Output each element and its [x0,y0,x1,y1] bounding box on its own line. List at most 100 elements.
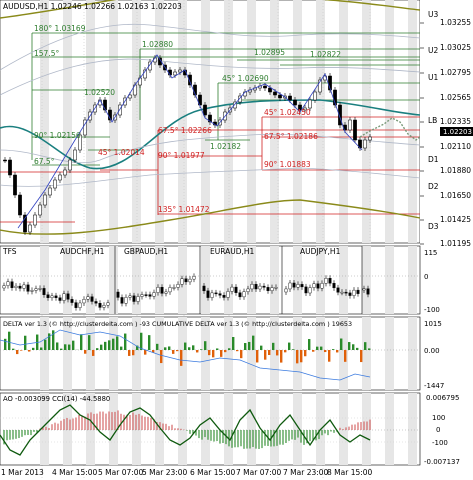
tfs-candle [54,295,58,298]
tfs-candle [324,278,328,284]
session-stripe [385,317,394,390]
candle [273,91,277,96]
delta-bar [360,350,363,363]
session-stripe [362,317,371,390]
level-label: 90° 1.01883 [264,160,311,169]
tfs-candle [246,288,250,292]
delta-bar [308,339,311,350]
delta-bar [224,350,227,353]
tfs-candle [10,281,14,288]
ao-axis-label: 0 [436,426,440,434]
tfs-symbol: GBPAUD,H1 [124,247,168,256]
tfs-candle [30,290,34,292]
session-stripe [178,393,187,465]
session-stripes [40,0,417,243]
level-label: 45° 1.02014 [98,148,145,157]
time-label: 7 Mar 07:00 [236,468,282,477]
tfs-candle [62,293,66,301]
delta-bar [228,348,231,350]
price-axis-label: 1.01880 [440,166,471,175]
session-stripe [109,0,118,243]
delta-bar [148,335,151,350]
level-label: 67.5° 1.02186 [264,132,318,141]
session-stripe [109,317,118,390]
time-axis: 1 Mar 2013 4 Mar 15:00 5 Mar 07:00 5 Mar… [1,468,373,477]
session-stripe [385,0,394,243]
delta-bar [84,350,87,354]
tfs-candle [156,287,160,293]
delta-bar [296,350,299,364]
tfs-candle [320,283,324,289]
tfs-candle [70,299,74,303]
delta-bar [352,344,355,350]
time-label: 8 Mar 15:00 [327,468,373,477]
candle [173,71,177,76]
tfs-candle [344,291,348,294]
session-stripe [109,246,118,314]
candle [18,194,22,216]
tfs-candle [254,284,258,290]
tfs-candle [352,289,356,296]
candle [238,95,242,103]
session-stripe [247,393,256,465]
candle [83,119,87,136]
delta-axis-label: 1015 [424,320,442,328]
delta-bar [368,348,371,350]
level-label: 90° 1.01977 [158,151,205,160]
band-label: D3 [428,222,439,231]
tfs-symbol: EURAUD,H1 [210,247,255,256]
tfs-candle [258,285,262,290]
tfs-candle [152,292,156,297]
delta-bar [80,334,83,350]
tfs-candle [34,288,38,291]
tfs-candle [316,283,320,289]
price-axis-label: 1.03025 [440,43,471,52]
session-stripe [385,246,394,314]
delta-bar [4,338,7,350]
session-stripe [247,0,256,243]
tfs-candle [308,287,312,294]
delta-bar [72,340,75,350]
tfs-candle [50,295,54,298]
tfs-candle [98,303,102,308]
ao-cci-panel[interactable]: AO -0.003099 CCI(14) -44.5880 0.006795 1… [0,392,460,466]
ao-title: AO -0.003099 CCI(14) -44.5880 [3,395,110,403]
tfs-candle [74,302,78,308]
candle [3,159,7,162]
session-stripe [362,246,371,314]
tfs-symbol: AUDJPY,H1 [300,247,341,256]
tfs-axis-label: 115 [424,249,437,257]
candle [308,99,312,109]
candle [188,74,192,86]
session-stripe [224,317,233,390]
candle [68,159,72,171]
delta-bar [44,339,47,350]
price-axis-label: 1.01650 [440,191,471,200]
delta-bar [364,342,367,350]
band-label: D2 [428,182,439,191]
session-stripe [201,317,210,390]
tfs-candle [18,285,22,289]
delta-bar [276,350,279,356]
tfs-candle [46,294,50,298]
tfs-candle [292,282,296,288]
tfs-candle [42,288,46,295]
band-label: U2 [428,46,438,55]
delta-bar [208,350,211,356]
delta-bar [312,350,315,352]
delta-bar [204,341,207,350]
tfs-candle [300,284,304,288]
delta-bar [340,338,343,350]
ao-axis-label: -0.007137 [424,458,460,466]
tfs-candle [106,302,110,306]
candle [33,214,37,226]
candle [38,204,42,216]
tfs-panel[interactable]: TFS AUDCHF,H1 GBPAUD,H1 EURAUD,H1 AUDJPY… [0,245,440,315]
delta-panel[interactable]: DELTA ver 1.3 (© http://clusterdelta.com… [0,316,444,391]
session-stripe [270,317,279,390]
candle [353,119,357,141]
tfs-candle [210,292,214,298]
cumulative-delta-line [0,329,371,381]
tfs-candle [206,290,210,298]
